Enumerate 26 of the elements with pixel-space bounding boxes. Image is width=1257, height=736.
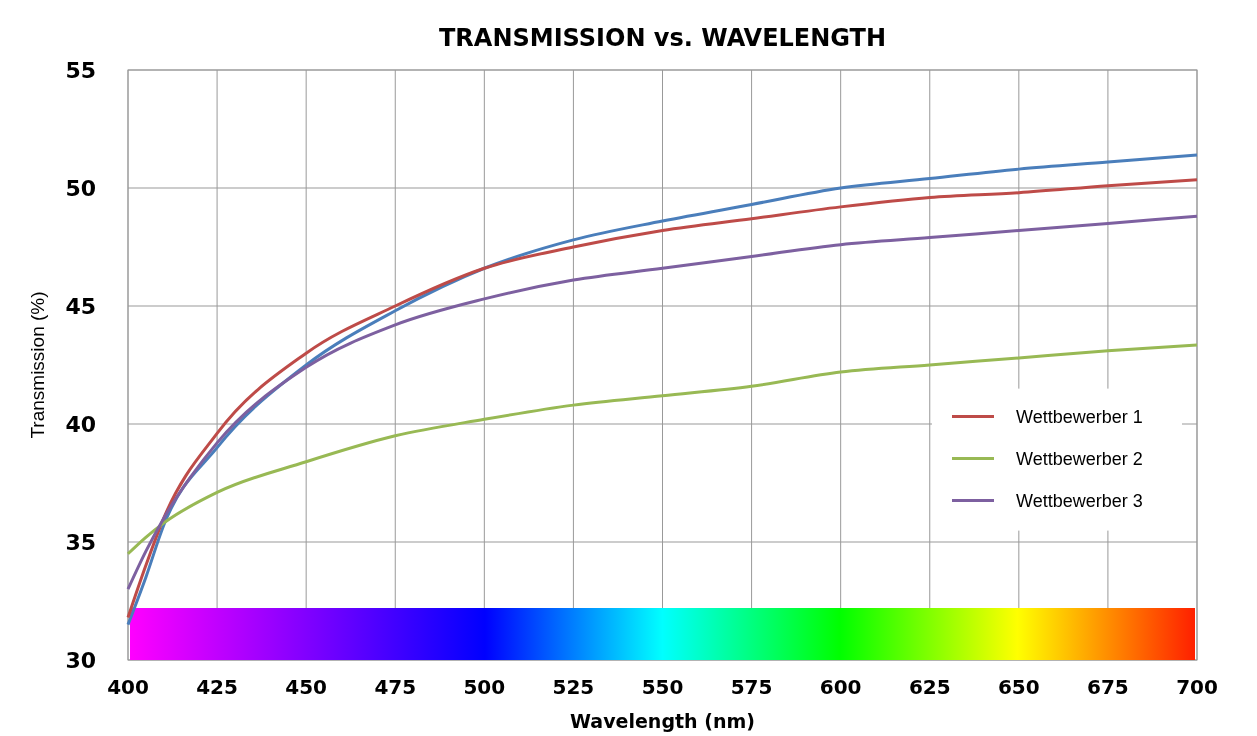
x-tick-label: 550 (641, 675, 684, 699)
legend-label: Wettbewerber 1 (1016, 406, 1143, 427)
x-tick-label: 625 (908, 675, 951, 699)
x-tick-label: 600 (819, 675, 862, 699)
x-axis-title: Wavelength (nm) (570, 710, 755, 732)
x-tick-label: 475 (374, 675, 417, 699)
x-tick-label: 500 (463, 675, 506, 699)
x-tick-label: 450 (285, 675, 328, 699)
chart-title: TRANSMISSION vs. WAVELENGTH (438, 24, 887, 52)
y-axis-title: Transmission (%) (27, 291, 48, 439)
x-tick-label: 700 (1176, 675, 1218, 699)
legend-label: Wettbewerber 2 (1016, 448, 1143, 469)
y-tick-label: 45 (65, 293, 96, 319)
y-tick-label: 40 (65, 411, 96, 437)
x-tick-label: 650 (997, 675, 1040, 699)
x-tick-label: 400 (107, 675, 149, 699)
x-tick-label: 425 (196, 675, 238, 699)
x-tick-label: 575 (730, 675, 773, 699)
y-tick-label: 55 (65, 57, 96, 83)
y-tick-label: 50 (65, 175, 96, 201)
y-tick-label: 30 (65, 647, 96, 673)
x-tick-label: 525 (552, 675, 595, 699)
legend-label: Wettbewerber 3 (1016, 490, 1143, 511)
y-tick-label: 35 (65, 529, 96, 555)
line-series (126, 343, 1199, 556)
x-tick-label: 675 (1087, 675, 1129, 699)
